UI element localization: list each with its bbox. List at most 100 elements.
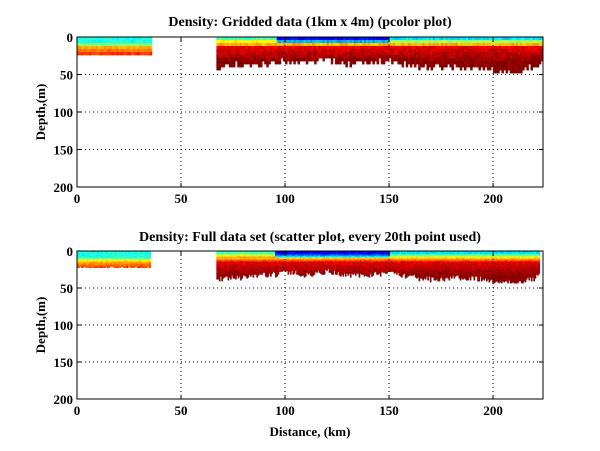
data-cell	[530, 37, 533, 41]
data-cell	[505, 49, 509, 53]
data-point	[248, 251, 251, 253]
data-cell	[399, 58, 402, 62]
data-point	[110, 252, 113, 255]
data-point	[119, 256, 122, 259]
data-point	[324, 263, 327, 266]
data-cell	[409, 46, 413, 50]
data-point	[296, 253, 298, 256]
data-cell	[81, 43, 84, 47]
data-point	[80, 265, 83, 268]
data-point	[243, 251, 246, 253]
data-point	[255, 253, 257, 256]
data-point	[101, 263, 104, 266]
data-cell	[495, 67, 498, 71]
data-point	[235, 265, 237, 268]
data-cell	[528, 49, 531, 53]
data-point	[283, 260, 286, 263]
data-point	[90, 266, 93, 268]
data-cell	[260, 64, 263, 68]
data-point	[226, 257, 228, 260]
data-point	[80, 254, 83, 257]
data-point	[242, 258, 245, 261]
data-point	[313, 265, 316, 268]
data-point	[114, 262, 117, 265]
data-point	[236, 257, 238, 260]
data-cell	[422, 55, 425, 59]
data-point	[292, 259, 295, 262]
data-point	[253, 257, 256, 260]
data-point	[225, 259, 227, 262]
data-point	[216, 255, 218, 258]
data-point	[302, 261, 305, 264]
data-point	[86, 255, 89, 258]
data-point	[266, 257, 268, 260]
data-point	[296, 267, 298, 269]
data-point	[217, 256, 220, 259]
data-point	[286, 266, 288, 268]
data-point	[298, 259, 301, 262]
data-cell	[268, 40, 271, 44]
data-point	[256, 276, 258, 278]
data-cell	[418, 55, 421, 59]
data-cell	[353, 52, 357, 56]
data-point	[305, 270, 307, 272]
data-point	[120, 251, 123, 253]
data-cell	[488, 61, 492, 65]
data-point	[241, 276, 243, 279]
data-point	[238, 255, 241, 258]
data-point	[301, 255, 303, 258]
data-point	[253, 267, 256, 269]
data-point	[128, 251, 130, 253]
data-cell	[428, 61, 432, 65]
data-point	[287, 264, 290, 267]
data-point	[80, 257, 83, 260]
data-cell	[511, 46, 515, 50]
data-point	[263, 256, 266, 259]
data-point	[109, 259, 112, 262]
data-cell	[287, 55, 290, 59]
data-point	[121, 255, 124, 258]
data-point	[263, 252, 266, 255]
data-point	[126, 261, 129, 264]
data-point	[275, 268, 277, 270]
data-cell	[291, 37, 294, 41]
data-point	[297, 271, 300, 273]
data-point	[135, 253, 138, 256]
data-point	[298, 270, 301, 272]
data-cell	[422, 37, 425, 41]
data-cell	[461, 55, 465, 59]
data-point	[146, 252, 149, 255]
data-cell	[461, 64, 465, 68]
data-cell	[414, 49, 417, 53]
data-point	[237, 252, 240, 255]
data-point	[267, 254, 270, 257]
data-point	[319, 261, 322, 264]
data-cell	[262, 52, 265, 56]
data-point	[313, 251, 316, 254]
data-cell	[307, 46, 311, 50]
data-cell	[507, 43, 511, 47]
data-point	[321, 270, 323, 272]
data-point	[237, 260, 240, 263]
data-point	[223, 251, 226, 254]
data-point	[297, 268, 300, 270]
data-point	[276, 271, 278, 273]
data-cell	[482, 67, 486, 71]
data-point	[252, 272, 255, 274]
data-point	[121, 253, 124, 256]
data-point	[321, 261, 323, 264]
data-point	[233, 267, 236, 269]
data-cell	[511, 67, 515, 71]
data-point	[236, 273, 238, 275]
data-cell	[328, 52, 332, 56]
data-point	[123, 259, 125, 262]
data-point	[78, 251, 80, 253]
data-cell	[114, 40, 117, 44]
data-point	[89, 251, 92, 254]
data-point	[278, 266, 281, 268]
data-point	[81, 258, 84, 261]
data-cell	[528, 46, 531, 50]
data-point	[263, 267, 266, 269]
data-point	[123, 251, 125, 253]
data-cell	[384, 37, 388, 41]
